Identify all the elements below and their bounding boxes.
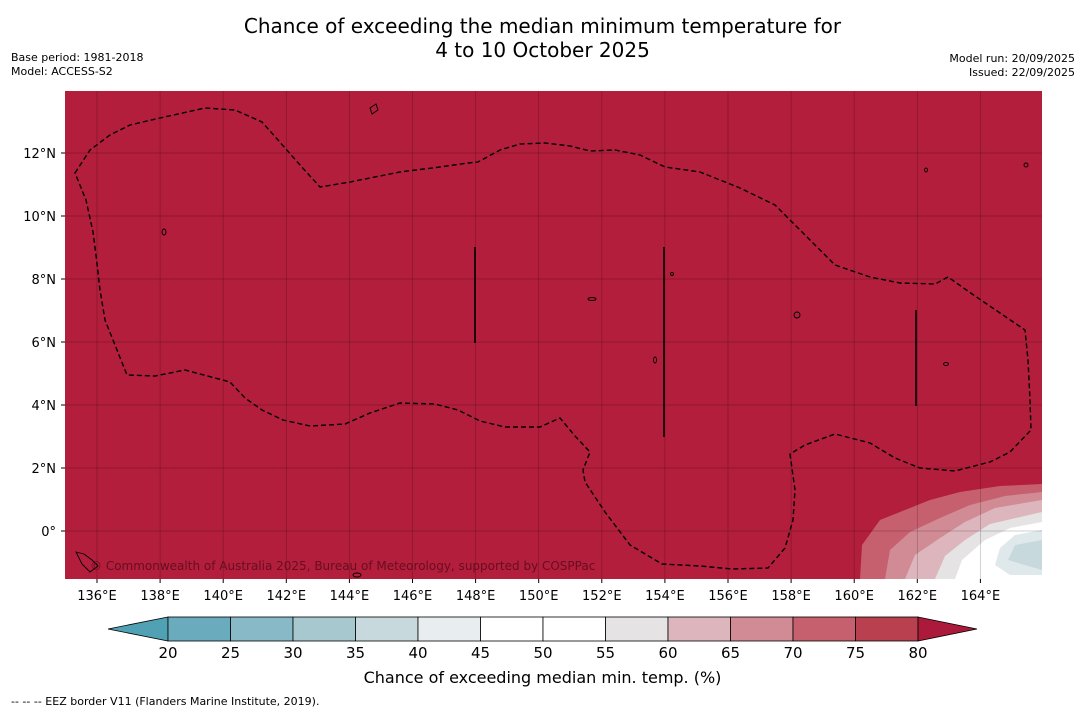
- colorbar: 20 25 30 35 40 45 50 55 60 65 70 75 80: [107, 616, 978, 662]
- colorbar-segment: [605, 616, 669, 642]
- colorbar-segment: [167, 616, 231, 642]
- lon-tick-label: 164°E: [961, 589, 1001, 604]
- meridian-markers: [474, 247, 917, 437]
- colorbar-segment: [730, 616, 794, 642]
- island: [793, 311, 801, 319]
- lat-tick-label: 2°N: [32, 462, 57, 477]
- colorbar-label: 65: [721, 644, 740, 662]
- model-run: Model run: 20/09/2025: [949, 52, 1075, 65]
- lon-tick-label: 154°E: [645, 589, 685, 604]
- copyright-text: © Commonwealth of Australia 2025, Bureau…: [90, 559, 595, 573]
- colorbar-extend-high: [917, 616, 978, 642]
- lon-tick-label: 144°E: [330, 589, 370, 604]
- lon-tick-label: 140°E: [203, 589, 243, 604]
- lon-tick-label: 162°E: [898, 589, 938, 604]
- colorbar-label: 20: [158, 644, 177, 662]
- colorbar-label: 30: [283, 644, 302, 662]
- colorbar-segment: [855, 616, 919, 642]
- eez-border: [74, 107, 1032, 570]
- contour-40: [1008, 540, 1042, 570]
- colorbar-segment: [792, 616, 856, 642]
- island: [352, 572, 362, 578]
- lon-tick-label: 142°E: [267, 589, 307, 604]
- lon-tick-label: 138°E: [140, 589, 180, 604]
- map-panel: [65, 91, 1042, 579]
- lon-axis: 136°E 138°E 140°E 142°E 144°E 146°E 148°E 150°E…: [77, 579, 1000, 604]
- colorbar-label: 75: [846, 644, 865, 662]
- colorbar-extend-low: [107, 616, 169, 642]
- meta-right: Model run: 20/09/2025 Issued: 22/09/2025: [949, 52, 1075, 80]
- colorbar-segment: [480, 616, 544, 642]
- lat-tick-label: 0°: [41, 525, 56, 540]
- colorbar-segment: [667, 616, 731, 642]
- lon-tick-label: 152°E: [582, 589, 622, 604]
- base-period: Base period: 1981-2018: [11, 51, 144, 64]
- lon-tick-label: 156°E: [708, 589, 748, 604]
- colorbar-title: Chance of exceeding median min. temp. (%…: [363, 668, 722, 687]
- lon-tick-label: 160°E: [834, 589, 874, 604]
- island: [369, 103, 379, 115]
- meta-left: Base period: 1981-2018 Model: ACCESS-S2: [11, 51, 143, 79]
- colorbar-label: 80: [908, 644, 927, 662]
- eez-legend: -- -- -- EEZ border V11 (Flanders Marine…: [11, 695, 320, 708]
- lat-tick-label: 10°N: [23, 210, 56, 225]
- colorbar-label: 70: [783, 644, 802, 662]
- colorbar-label: 60: [658, 644, 677, 662]
- lon-tick-label: 158°E: [771, 589, 811, 604]
- lat-tick-label: 6°N: [32, 336, 57, 351]
- chart-title: Chance of exceeding the median minimum t…: [0, 14, 1085, 62]
- lon-tick-label: 136°E: [77, 589, 117, 604]
- lat-tick-label: 8°N: [32, 273, 57, 288]
- colorbar-segment: [292, 616, 356, 642]
- island: [924, 167, 928, 173]
- island: [943, 362, 949, 366]
- lat-tick-label: 4°N: [32, 399, 57, 414]
- island: [75, 551, 99, 573]
- island: [670, 272, 674, 276]
- colorbar-label: 35: [346, 644, 365, 662]
- island: [1023, 162, 1029, 168]
- lat-tick-label: 12°N: [23, 147, 56, 162]
- colorbar-label: 25: [221, 644, 240, 662]
- colorbar-label: 40: [408, 644, 427, 662]
- colorbar-segment: [417, 616, 481, 642]
- model-name: Model: ACCESS-S2: [11, 65, 113, 78]
- lon-tick-label: 150°E: [519, 589, 559, 604]
- title-line-2: 4 to 10 October 2025: [435, 38, 650, 62]
- lon-tick-label: 148°E: [456, 589, 496, 604]
- islands: [75, 103, 1029, 578]
- island: [653, 356, 657, 364]
- issued-date: Issued: 22/09/2025: [968, 66, 1075, 79]
- colorbar-label: 50: [533, 644, 552, 662]
- colorbar-segment: [355, 616, 419, 642]
- colorbar-segment: [230, 616, 294, 642]
- island: [587, 297, 597, 301]
- island: [161, 228, 167, 236]
- title-line-1: Chance of exceeding the median minimum t…: [243, 14, 842, 38]
- anomaly-region-se: [860, 484, 1042, 579]
- lon-tick-label: 146°E: [393, 589, 433, 604]
- lat-axis: 12°N 10°N 8°N 6°N 4°N 2°N 0°: [23, 147, 65, 540]
- colorbar-segment: [542, 616, 606, 642]
- colorbar-label: 45: [471, 644, 490, 662]
- colorbar-label: 55: [596, 644, 615, 662]
